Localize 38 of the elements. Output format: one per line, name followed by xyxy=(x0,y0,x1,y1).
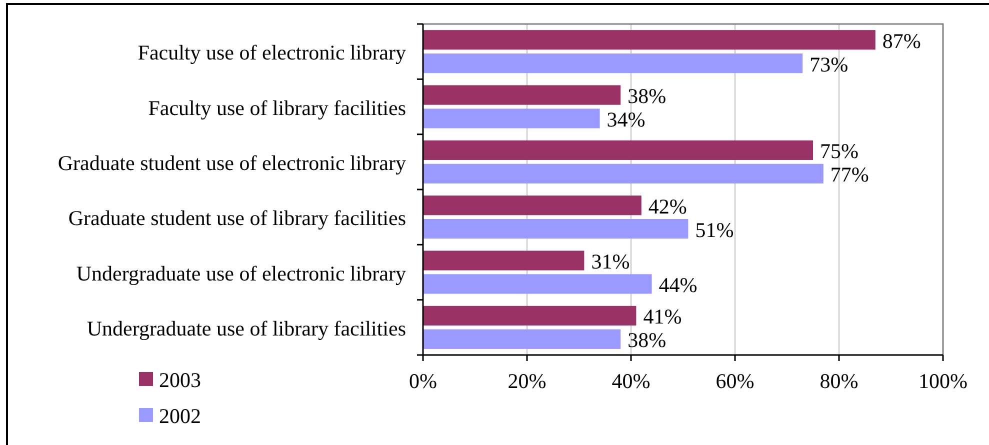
y-tick-label: Graduate student use of library facilities xyxy=(68,206,406,230)
x-tick-label: 60% xyxy=(716,369,754,393)
bar xyxy=(423,329,621,349)
data-label: 38% xyxy=(628,328,666,352)
legend-label: 2002 xyxy=(159,404,201,428)
bar xyxy=(423,54,803,74)
data-label: 31% xyxy=(591,250,630,274)
bar xyxy=(423,164,824,184)
data-label: 41% xyxy=(643,304,682,329)
data-label: 73% xyxy=(810,52,848,76)
bar xyxy=(423,274,652,294)
bar xyxy=(423,196,642,216)
y-tick-label: Graduate student use of electronic library xyxy=(58,150,406,175)
y-tick-label: Undergraduate use of library facilities xyxy=(86,316,406,340)
data-label: 87% xyxy=(882,28,921,53)
x-tick-label: 20% xyxy=(508,369,546,393)
bar xyxy=(423,219,688,239)
x-tick-label: 40% xyxy=(612,369,650,393)
bar xyxy=(423,250,584,270)
data-label: 42% xyxy=(648,194,687,218)
data-label: 38% xyxy=(628,84,666,108)
bar xyxy=(423,108,600,128)
data-label: 51% xyxy=(695,218,734,242)
bar xyxy=(423,140,813,160)
bar xyxy=(423,30,876,50)
x-tick-label: 0% xyxy=(409,369,437,393)
bar xyxy=(423,85,621,105)
y-tick-label: Undergraduate use of electronic library xyxy=(76,261,406,286)
legend-label: 2003 xyxy=(159,368,201,392)
bar xyxy=(423,306,636,326)
y-tick-label: Faculty use of electronic library xyxy=(138,40,406,65)
data-label: 77% xyxy=(830,162,869,187)
data-label: 44% xyxy=(658,272,698,297)
y-tick-label: Faculty use of library facilities xyxy=(148,96,406,120)
x-tick-label: 100% xyxy=(918,369,968,393)
data-label: 75% xyxy=(820,139,858,164)
x-tick-label: 80% xyxy=(820,369,858,393)
data-label: 34% xyxy=(606,107,646,132)
